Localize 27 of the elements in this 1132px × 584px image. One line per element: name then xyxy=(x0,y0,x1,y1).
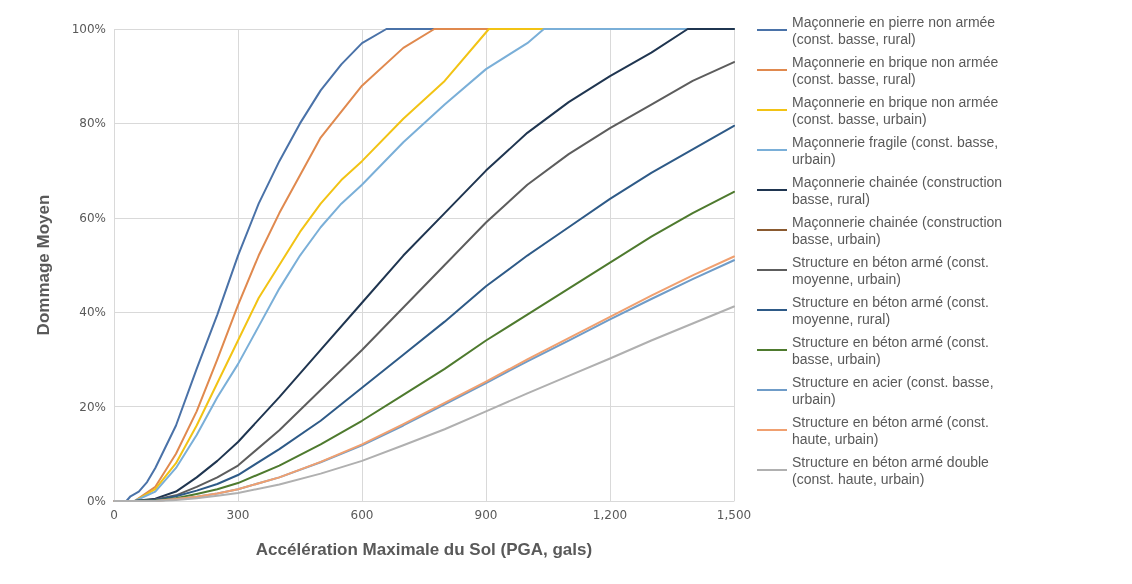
legend-label: Maçonnerie chainée (construction basse, urbain) xyxy=(792,213,1007,247)
x-tick-label: 600 xyxy=(350,508,374,522)
y-tick-label: 40% xyxy=(79,305,106,320)
y-tick-label: 60% xyxy=(79,210,106,225)
x-tick-label: 300 xyxy=(226,508,250,522)
y-tick-label: 0% xyxy=(86,494,106,508)
legend-label: Maçonnerie chainée (construction basse, rural) xyxy=(792,173,1007,207)
legend-label: Maçonnerie en brique non armée (const. basse, urbain) xyxy=(792,93,1003,127)
x-tick-label: 1,500 xyxy=(716,508,752,522)
legend-label: Maçonnerie fragile (const. basse, urbain) xyxy=(792,133,1003,167)
legend-label: Structure en béton armé (const. basse, urbain) xyxy=(792,333,993,367)
y-tick-label: 20% xyxy=(79,399,106,414)
y-axis-title: Dommage Moyen xyxy=(34,194,53,336)
y-tick-label: 100% xyxy=(71,22,106,36)
legend-label: Structure en acier (const. basse, urbain) xyxy=(792,373,998,407)
x-tick-label: 1,200 xyxy=(592,508,628,522)
x-tick-label: 900 xyxy=(474,508,498,522)
x-tick-label: 0 xyxy=(110,508,118,522)
y-tick-label: 80% xyxy=(79,116,106,131)
legend-label: Maçonnerie en brique non armée (const. basse, rural) xyxy=(792,53,1003,87)
legend-label: Structure en béton armé (const. moyenne, rural) xyxy=(792,293,993,327)
legend-label: Structure en béton armé double (const. haute, urbain) xyxy=(792,453,993,487)
legend-label: Maçonnerie en pierre non armée (const. basse, rural) xyxy=(792,13,1000,47)
legend-label: Structure en béton armé (const. moyenne, urbain) xyxy=(792,253,993,287)
legend-label: Structure en béton armé (const. haute, urbain) xyxy=(792,413,993,447)
line-series xyxy=(113,305,735,502)
x-axis-title: Accélération Maximale du Sol (PGA, gals) xyxy=(255,540,593,559)
